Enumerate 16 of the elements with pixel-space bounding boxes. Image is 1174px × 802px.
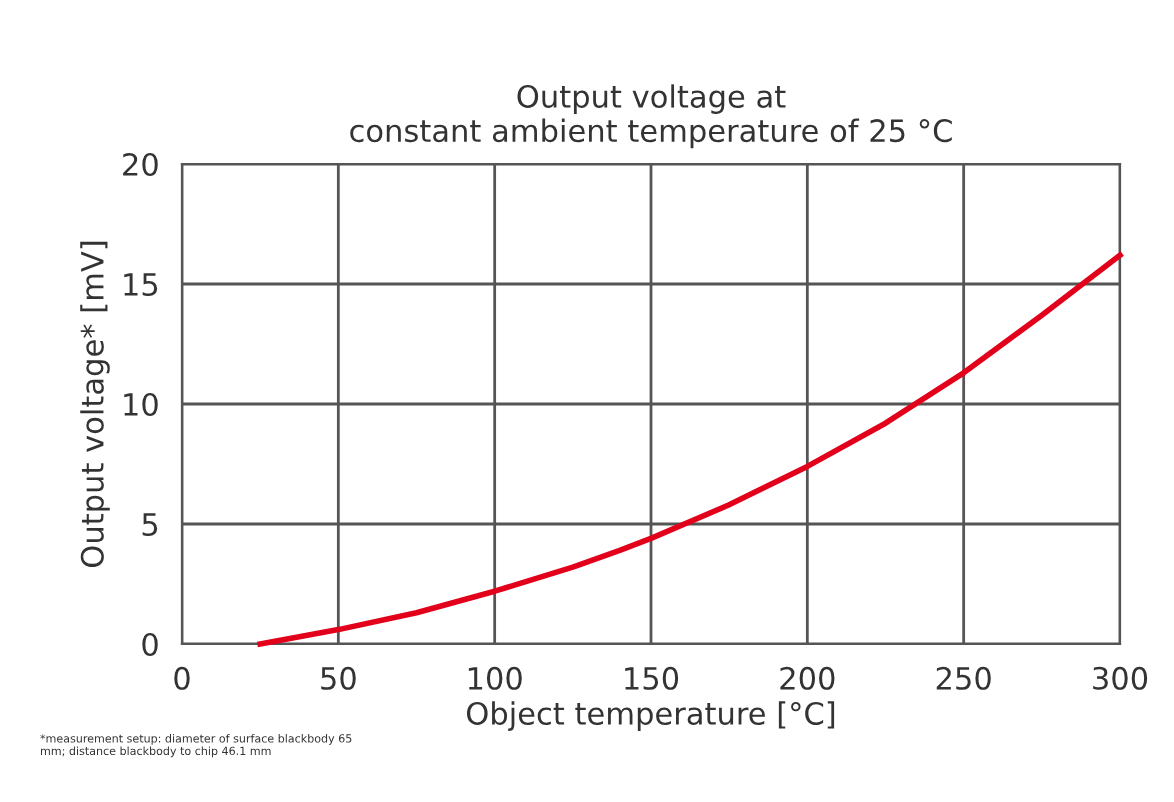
y-axis-title: Output voltage* [mV] xyxy=(80,241,110,568)
x-tick-label: 50 xyxy=(321,666,356,690)
y-tick-label: 0 xyxy=(142,632,158,657)
x-axis-title: Object temperature [°C] xyxy=(466,701,835,731)
x-tick-label: 100 xyxy=(468,666,522,690)
x-tick-label: 150 xyxy=(625,666,679,690)
y-tick-label: 20 xyxy=(123,152,158,177)
x-tick-label: 300 xyxy=(1093,666,1148,690)
y-tick-label: 15 xyxy=(124,273,158,297)
x-tick-label: 0 xyxy=(174,666,190,690)
x-tick-label: 250 xyxy=(936,666,991,690)
x-tick-label: 200 xyxy=(780,666,835,690)
chart-title: Output voltage at constant ambient temperature of 25 °C xyxy=(350,84,952,149)
y-tick-label: 10 xyxy=(124,392,158,417)
line-series xyxy=(257,252,1123,647)
y-tick-label: 5 xyxy=(142,513,158,537)
